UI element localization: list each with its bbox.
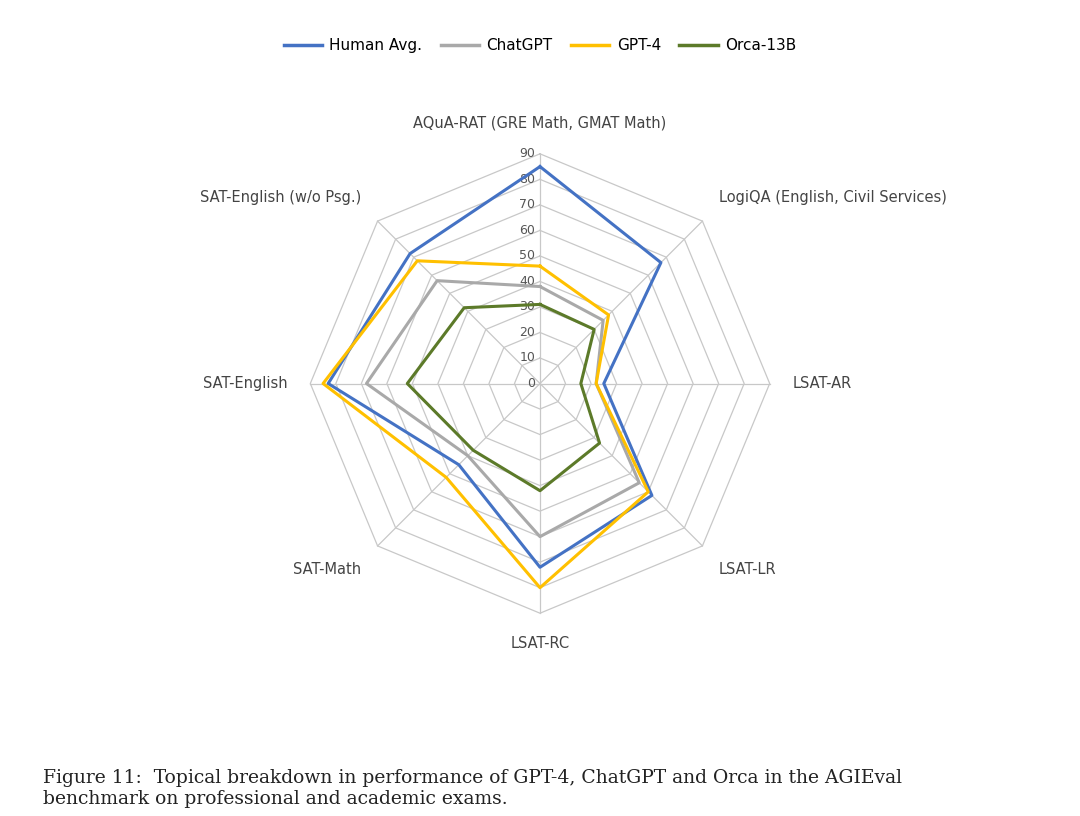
Text: 50: 50	[519, 250, 536, 263]
Text: LSAT-LR: LSAT-LR	[718, 562, 777, 577]
Text: SAT-English (w/o Psg.): SAT-English (w/o Psg.)	[200, 190, 362, 205]
Legend: Human Avg., ChatGPT, GPT-4, Orca-13B: Human Avg., ChatGPT, GPT-4, Orca-13B	[278, 32, 802, 60]
Text: 10: 10	[519, 352, 536, 365]
Text: 30: 30	[519, 300, 536, 313]
Text: SAT-English: SAT-English	[203, 376, 287, 391]
Text: SAT-Math: SAT-Math	[293, 562, 362, 577]
Text: LSAT-RC: LSAT-RC	[511, 636, 569, 651]
Text: 0: 0	[527, 377, 536, 390]
Text: Figure 11:  Topical breakdown in performance of GPT-4, ChatGPT and Orca in the A: Figure 11: Topical breakdown in performa…	[43, 769, 902, 808]
Text: 80: 80	[519, 173, 536, 186]
Text: 90: 90	[519, 148, 536, 160]
Text: LSAT-AR: LSAT-AR	[793, 376, 852, 391]
Text: 70: 70	[519, 198, 536, 211]
Text: 60: 60	[519, 224, 536, 237]
Text: 40: 40	[519, 275, 536, 288]
Text: 20: 20	[519, 326, 536, 339]
Text: AQuA-RAT (GRE Math, GMAT Math): AQuA-RAT (GRE Math, GMAT Math)	[414, 116, 666, 131]
Text: LogiQA (English, Civil Services): LogiQA (English, Civil Services)	[718, 190, 946, 205]
